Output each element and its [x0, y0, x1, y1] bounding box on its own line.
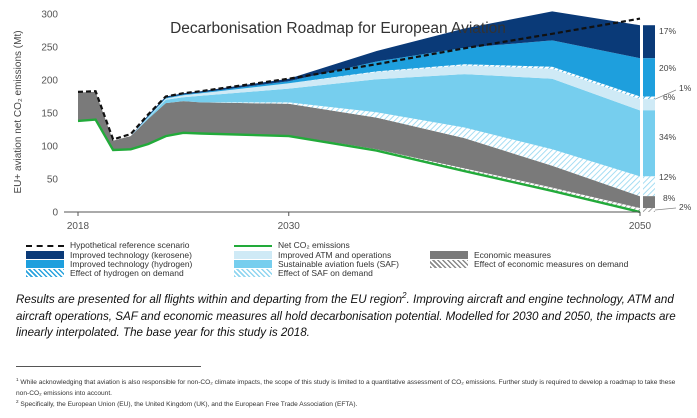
legend-swatch	[26, 269, 64, 277]
legend-label: Improved technology (kerosene)	[70, 250, 192, 260]
x-tick-label: 2050	[629, 221, 652, 232]
reference-scenario-line	[77, 17, 641, 141]
legend-item: Effect of SAF on demand	[234, 268, 373, 278]
legend-item: Improved technology (hydrogen)	[26, 259, 192, 269]
x-tick-label: 2018	[67, 221, 90, 232]
share-label: 8%	[663, 193, 676, 203]
y-tick-label: 0	[52, 208, 58, 219]
share-label: 34%	[659, 132, 676, 142]
y-tick-label: 150	[41, 109, 58, 120]
legend-item: Improved ATM and operations	[234, 250, 391, 260]
share-leader-line	[654, 89, 677, 100]
share-label: 2%	[679, 202, 692, 212]
legend-item: Hypothetical reference scenario	[26, 240, 190, 250]
legend-label: Economic measures	[474, 250, 552, 260]
legend-item: Effect of economic measures on demand	[430, 259, 628, 269]
footnote-2: 2 Specifically, the European Union (EU),…	[16, 396, 681, 410]
share-segment	[643, 208, 655, 212]
caption-text-1: Results are presented for all flights wi…	[16, 292, 403, 306]
footnote-2-text: Specifically, the European Union (EU), t…	[20, 401, 358, 409]
legend-item: Improved technology (kerosene)	[26, 250, 192, 260]
decarbonisation-chart: 0 50 100 150 200 250 300 2018 2030 2050 17% 20%1%6…	[13, 10, 692, 233]
area-improved-technology-kerosene	[78, 11, 640, 141]
share-segment	[643, 196, 655, 209]
share-label: 12%	[659, 172, 676, 182]
legend-swatch	[234, 245, 272, 247]
y-tick-label: 50	[47, 175, 59, 186]
legend-swatch	[234, 251, 272, 259]
chart-title: Decarbonisation Roadmap for European Avi…	[170, 20, 506, 37]
footnote-2-mark: 2	[16, 399, 19, 404]
share-label: 20%	[659, 63, 676, 73]
legend-label: Net CO₂ emissions	[278, 240, 350, 250]
area-economic-measures	[78, 91, 640, 208]
share-bar: 17% 20%1%6% 34% 12% 8%2%	[643, 25, 692, 212]
chart-axes: 0 50 100 150 200 250 300 2018 2030 2050	[41, 10, 651, 233]
footnote-1-text: While acknowledging that aviation is als…	[16, 379, 676, 398]
footnote-1-mark: 1	[16, 377, 19, 382]
legend-label: Improved technology (hydrogen)	[70, 259, 193, 269]
y-axis-label: EU+ aviation net CO₂ emissions (Mt)	[13, 30, 24, 193]
y-tick-label: 100	[41, 142, 58, 153]
share-label: 6%	[663, 92, 676, 102]
legend-item: Economic measures	[430, 250, 551, 260]
y-tick-label: 300	[41, 10, 58, 21]
legend-swatch	[26, 251, 64, 259]
chart-legend: Hypothetical reference scenario Improved …	[0, 240, 697, 290]
legend-swatch	[430, 251, 468, 259]
share-leader-line	[654, 207, 677, 211]
area-sustainable-aviation-fuels-saf	[78, 74, 640, 177]
legend-swatch	[234, 260, 272, 268]
legend-swatch	[26, 245, 64, 247]
share-segment	[643, 99, 655, 111]
area-improved-technology-hydrogen	[78, 40, 640, 141]
footnote-divider	[16, 366, 201, 367]
legend-item: Sustainable aviation fuels (SAF)	[234, 259, 399, 269]
share-segment	[643, 58, 655, 97]
legend-swatch	[234, 269, 272, 277]
share-label: 1%	[679, 83, 692, 93]
legend-label: Effect of economic measures on demand	[474, 259, 629, 269]
share-label: 17%	[659, 26, 676, 36]
legend-label: Effect of SAF on demand	[278, 268, 373, 278]
legend-label: Sustainable aviation fuels (SAF)	[278, 259, 399, 269]
x-tick-label: 2030	[278, 221, 301, 232]
legend-item: Net CO₂ emissions	[234, 240, 350, 250]
chart-lines	[77, 17, 641, 214]
legend-item: Effect of hydrogen on demand	[26, 268, 184, 278]
share-segment	[643, 176, 655, 197]
y-tick-label: 200	[41, 76, 58, 87]
figure-caption: Results are presented for all flights wi…	[16, 288, 681, 342]
y-tick-label: 250	[41, 43, 58, 54]
stacked-areas	[78, 11, 640, 212]
legend-swatch	[430, 260, 468, 268]
area-improved-atm-and-operations	[78, 65, 640, 141]
area-effect-of-saf-on-demand	[78, 91, 640, 197]
legend-label: Improved ATM and operations	[278, 250, 392, 260]
share-segment	[643, 110, 655, 177]
legend-label: Hypothetical reference scenario	[70, 240, 190, 250]
share-segment	[643, 96, 655, 100]
caption-footnote-mark: 2	[402, 291, 407, 300]
legend-swatch	[26, 260, 64, 268]
legend-label: Effect of hydrogen on demand	[70, 268, 184, 278]
caption-text-2: . Improving aircraft and engine technolo…	[16, 292, 676, 340]
share-segment	[643, 25, 655, 59]
footnote-1: 1 While acknowledging that aviation is a…	[16, 374, 681, 399]
net-emissions-line	[77, 118, 641, 214]
